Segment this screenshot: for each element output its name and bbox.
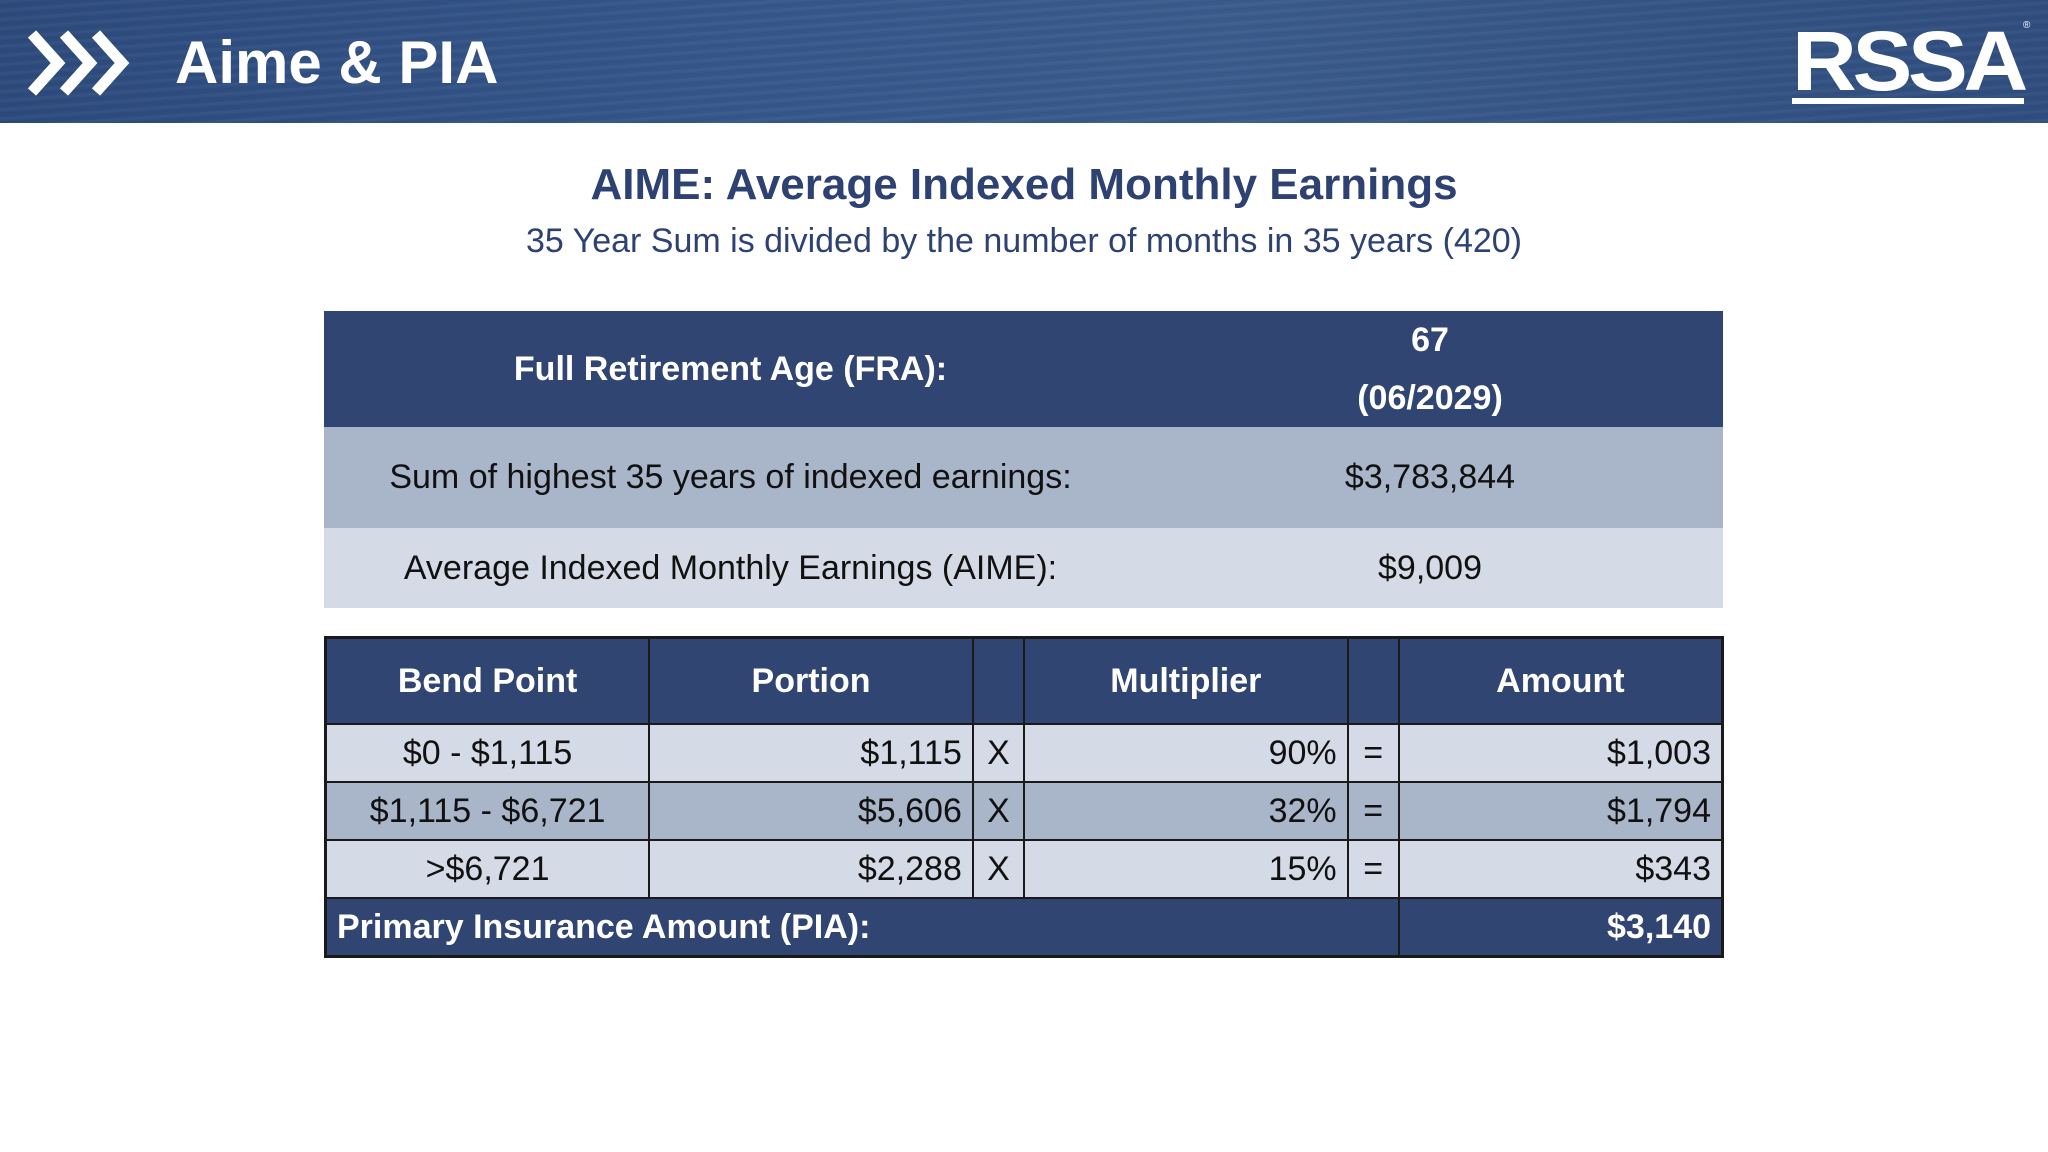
bend-table-header: Bend Point Portion Multiplier Amount: [324, 636, 1724, 725]
multiplier-cell: 90%: [1022, 723, 1349, 783]
fra-date: (06/2029): [1357, 379, 1503, 417]
pia-label: Primary Insurance Amount (PIA):: [324, 897, 1400, 958]
table-row: >$6,721 $2,288 X 15% = $343: [324, 839, 1724, 899]
bend-point-table: Bend Point Portion Multiplier Amount $0 …: [324, 636, 1724, 958]
bend-point-cell: $1,115 - $6,721: [324, 781, 651, 841]
section-heading: AIME: Average Indexed Monthly Earnings: [590, 160, 1458, 209]
portion-cell: $5,606: [648, 781, 974, 841]
fra-age: 67: [1411, 321, 1449, 359]
fra-label: Full Retirement Age (FRA):: [513, 349, 948, 388]
equals-operator: =: [1346, 723, 1400, 783]
sum-value: $3,783,844: [1344, 458, 1516, 496]
header-multiplier: Multiplier: [1022, 636, 1349, 725]
chevrons-icon: [27, 30, 130, 96]
header-eq-blank: [1346, 636, 1400, 725]
bend-point-cell: $0 - $1,115: [324, 723, 651, 783]
fra-value: 67 (06/2029): [1137, 311, 1723, 427]
fra-row: Full Retirement Age (FRA): 67 (06/2029): [324, 311, 1723, 427]
equals-operator: =: [1346, 781, 1400, 841]
times-operator: X: [971, 723, 1025, 783]
slide-header: Aime & PIA RSSA ®: [0, 0, 2048, 123]
equals-operator: =: [1346, 839, 1400, 899]
portion-cell: $1,115: [648, 723, 974, 783]
times-operator: X: [971, 839, 1025, 899]
svg-text:RSSA: RSSA: [1792, 14, 2026, 108]
aime-label: Average Indexed Monthly Earnings (AIME):: [403, 548, 1058, 587]
table-row: $1,115 - $6,721 $5,606 X 32% = $1,794: [324, 781, 1724, 841]
portion-cell: $2,288: [648, 839, 974, 899]
slide-title: Aime & PIA: [175, 29, 499, 96]
multiplier-cell: 32%: [1022, 781, 1349, 841]
bend-point-cell: >$6,721: [324, 839, 651, 899]
sum-row: Sum of highest 35 years of indexed earni…: [324, 427, 1723, 528]
amount-cell: $1,794: [1397, 781, 1724, 841]
header-bend-point: Bend Point: [324, 636, 651, 725]
header-amount: Amount: [1397, 636, 1724, 725]
pia-value: $3,140: [1397, 897, 1724, 958]
table-row: $0 - $1,115 $1,115 X 90% = $1,003: [324, 723, 1724, 783]
rssa-logo: RSSA ®: [1792, 14, 2031, 108]
aime-value: $9,009: [1378, 548, 1482, 587]
header-op-blank: [971, 636, 1025, 725]
multiplier-cell: 15%: [1022, 839, 1349, 899]
aime-row: Average Indexed Monthly Earnings (AIME):…: [324, 528, 1723, 608]
section-subheading: 35 Year Sum is divided by the number of …: [525, 222, 1522, 260]
sum-label: Sum of highest 35 years of indexed earni…: [389, 458, 1072, 496]
times-operator: X: [971, 781, 1025, 841]
svg-text:®: ®: [2023, 20, 2031, 31]
amount-cell: $343: [1397, 839, 1724, 899]
header-portion: Portion: [648, 636, 974, 725]
pia-total-row: Primary Insurance Amount (PIA): $3,140: [324, 897, 1724, 958]
aime-summary-table: Full Retirement Age (FRA): 67 (06/2029) …: [324, 311, 1723, 608]
amount-cell: $1,003: [1397, 723, 1724, 783]
